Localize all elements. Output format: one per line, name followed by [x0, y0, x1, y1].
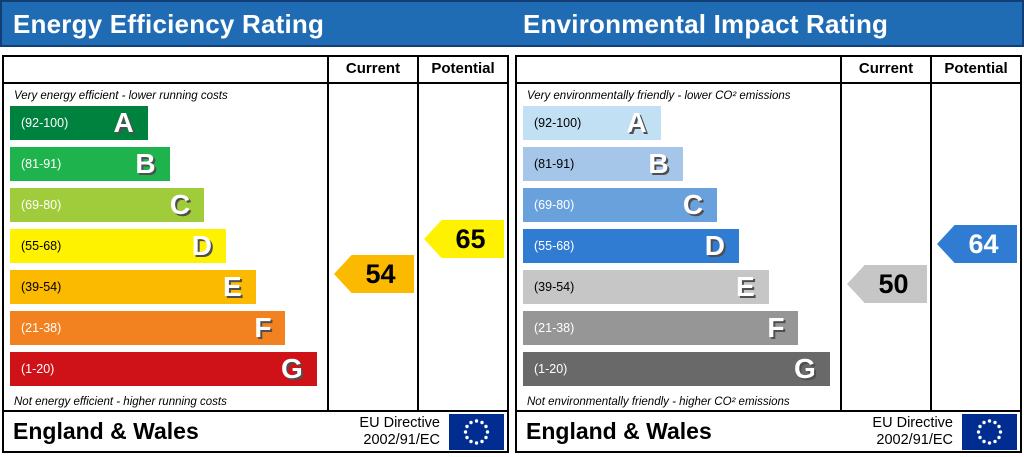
energy-band-b: (81-91) B	[10, 147, 170, 181]
region-label: England & Wales	[526, 418, 712, 444]
band-range-label: (21-38)	[21, 321, 62, 335]
environmental-potential-arrow: 64	[937, 225, 1017, 263]
environmental-chart-body: Very environmentally friendly - lower CO…	[517, 84, 1020, 410]
energy-top-caption: Very energy efficient - lower running co…	[14, 90, 228, 102]
environmental-current-value: 50	[878, 268, 909, 299]
band-letter: F	[254, 312, 272, 343]
energy-efficiency-panel: Current Potential Very energy efficient …	[2, 55, 509, 453]
energy-potential-value: 65	[455, 223, 486, 254]
band-letter: G	[280, 353, 303, 384]
energy-current-column: 54	[327, 84, 417, 410]
environmental-header-spacer	[517, 57, 840, 82]
band-range-label: (39-54)	[534, 280, 575, 294]
band-letter: C	[682, 189, 704, 220]
band-letter: G	[793, 353, 816, 384]
band-range-label: (1-20)	[534, 362, 568, 376]
eu-flag-stars	[463, 418, 490, 445]
band-letter: B	[135, 148, 156, 179]
band-range-label: (21-38)	[534, 321, 575, 335]
environmental-band-f: (21-38) F	[523, 311, 799, 345]
energy-current-arrow: 54	[334, 255, 414, 293]
energy-band-area: Very energy efficient - lower running co…	[4, 84, 327, 410]
energy-footer: England & Wales EU Directive 2002/91/EC	[4, 410, 507, 451]
environmental-footer: England & Wales EU Directive 2002/91/EC	[517, 410, 1020, 451]
environmental-band-d: (55-68) D	[523, 229, 739, 263]
environmental-band-b: (81-91) B	[523, 147, 683, 181]
eu-directive-label: EU Directive 2002/91/EC	[872, 414, 953, 448]
eu-flag-stars	[976, 418, 1003, 445]
eu-flag-icon	[449, 413, 504, 450]
energy-potential-arrow: 65	[424, 220, 504, 258]
eu-flag-icon	[962, 413, 1017, 450]
band-range-label: (69-80)	[534, 198, 575, 212]
energy-band-d: (55-68) D	[10, 229, 226, 263]
energy-potential-column-header: Potential	[417, 57, 507, 82]
title-bar: Energy Efficiency Rating Environmental I…	[0, 0, 1024, 47]
energy-bands: (92-100) A (81-91) B (69-80) C (55-68) D…	[10, 106, 323, 393]
energy-band-g: (1-20) G	[10, 352, 317, 386]
environmental-band-a: (92-100) A	[523, 106, 661, 140]
band-letter: D	[704, 230, 725, 261]
energy-table-header: Current Potential	[4, 57, 507, 84]
energy-header-spacer	[4, 57, 327, 82]
band-letter: A	[626, 107, 647, 138]
environmental-potential-value: 64	[968, 228, 999, 259]
environmental-potential-column: 64	[930, 84, 1020, 410]
band-range-label: (1-20)	[21, 362, 55, 376]
band-range-label: (69-80)	[21, 198, 62, 212]
band-letter: D	[191, 230, 212, 261]
environmental-current-column: 50	[840, 84, 930, 410]
band-letter: B	[648, 148, 669, 179]
eu-directive-label: EU Directive 2002/91/EC	[359, 414, 440, 448]
band-range-label: (39-54)	[21, 280, 62, 294]
environmental-band-e: (39-54) E	[523, 270, 769, 304]
environmental-impact-title: Environmental Impact Rating	[523, 9, 889, 39]
environmental-band-area: Very environmentally friendly - lower CO…	[517, 84, 840, 410]
band-range-label: (81-91)	[534, 157, 575, 171]
energy-current-column-header: Current	[327, 57, 417, 82]
band-range-label: (55-68)	[534, 239, 575, 253]
band-letter: F	[767, 312, 785, 343]
energy-band-c: (69-80) C	[10, 188, 205, 222]
energy-band-f: (21-38) F	[10, 311, 286, 345]
environmental-potential-column-header: Potential	[930, 57, 1020, 82]
environmental-impact-panel: Current Potential Very environmentally f…	[515, 55, 1022, 453]
environmental-band-c: (69-80) C	[523, 188, 718, 222]
band-letter: E	[223, 271, 242, 302]
environmental-bottom-caption: Not environmentally friendly - higher CO…	[527, 396, 790, 408]
environmental-table-header: Current Potential	[517, 57, 1020, 84]
environmental-current-column-header: Current	[840, 57, 930, 82]
energy-chart-body: Very energy efficient - lower running co…	[4, 84, 507, 410]
environmental-bands: (92-100) A (81-91) B (69-80) C (55-68) D…	[523, 106, 836, 393]
region-label: England & Wales	[13, 418, 199, 444]
energy-potential-column: 65	[417, 84, 507, 410]
energy-band-e: (39-54) E	[10, 270, 256, 304]
energy-current-value: 54	[365, 258, 396, 289]
band-letter: E	[736, 271, 755, 302]
band-range-label: (81-91)	[21, 157, 62, 171]
band-range-label: (92-100)	[534, 116, 582, 130]
environmental-band-g: (1-20) G	[523, 352, 830, 386]
environmental-current-arrow: 50	[847, 265, 927, 303]
energy-bottom-caption: Not energy efficient - higher running co…	[14, 396, 227, 408]
energy-band-a: (92-100) A	[10, 106, 148, 140]
band-range-label: (92-100)	[21, 116, 69, 130]
environmental-top-caption: Very environmentally friendly - lower CO…	[527, 90, 791, 102]
energy-efficiency-title: Energy Efficiency Rating	[13, 9, 325, 39]
band-range-label: (55-68)	[21, 239, 62, 253]
band-letter: A	[113, 107, 134, 138]
band-letter: C	[169, 189, 191, 220]
